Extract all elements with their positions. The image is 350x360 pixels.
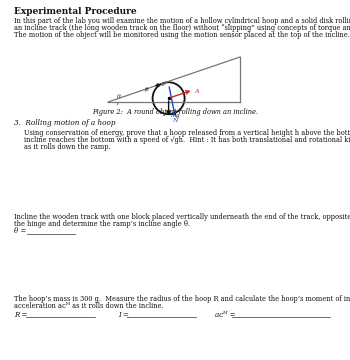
Text: R =: R = — [14, 311, 27, 319]
Text: P: P — [161, 82, 165, 87]
Text: In this part of the lab you will examine the motion of a hollow cylindrical hoop: In this part of the lab you will examine… — [14, 17, 350, 25]
Text: mg: mg — [170, 113, 180, 118]
Text: N: N — [172, 118, 177, 123]
Text: θ: θ — [117, 94, 121, 99]
Text: θ =: θ = — [14, 227, 26, 235]
Text: Incline the wooden track with one block placed vertically underneath the end of : Incline the wooden track with one block … — [14, 213, 350, 221]
Text: aᴄᴹ =: aᴄᴹ = — [215, 311, 236, 319]
Text: as it rolls down the ramp.: as it rolls down the ramp. — [24, 143, 111, 152]
Text: Figure 2:  A round object rolling down an incline.: Figure 2: A round object rolling down an… — [92, 108, 258, 116]
Text: The motion of the object will be monitored using the motion sensor placed at the: The motion of the object will be monitor… — [14, 31, 350, 39]
Text: I =: I = — [118, 311, 129, 319]
Text: The hoop’s mass is 300 g.  Measure the radius of the hoop R and calculate the ho: The hoop’s mass is 300 g. Measure the ra… — [14, 295, 350, 303]
Text: fs: fs — [144, 87, 149, 92]
Text: the hinge and determine the ramp’s incline angle θ.: the hinge and determine the ramp’s incli… — [14, 220, 190, 228]
Text: an incline track (the long wooden track on the floor) without “slipping” using c: an incline track (the long wooden track … — [14, 24, 350, 32]
Text: Using conservation of energy, prove that a hoop released from a vertical height : Using conservation of energy, prove that… — [24, 129, 350, 137]
Text: Experimental Procedure: Experimental Procedure — [14, 7, 136, 16]
Text: incline reaches the bottom with a speed of √gh.  Hint : It has both translationa: incline reaches the bottom with a speed … — [24, 136, 350, 144]
Text: A: A — [194, 89, 199, 94]
Text: 3.  Rolling motion of a hoop: 3. Rolling motion of a hoop — [14, 119, 116, 127]
Text: acceleration aᴄᴹ as it rolls down the incline.: acceleration aᴄᴹ as it rolls down the in… — [14, 302, 164, 310]
